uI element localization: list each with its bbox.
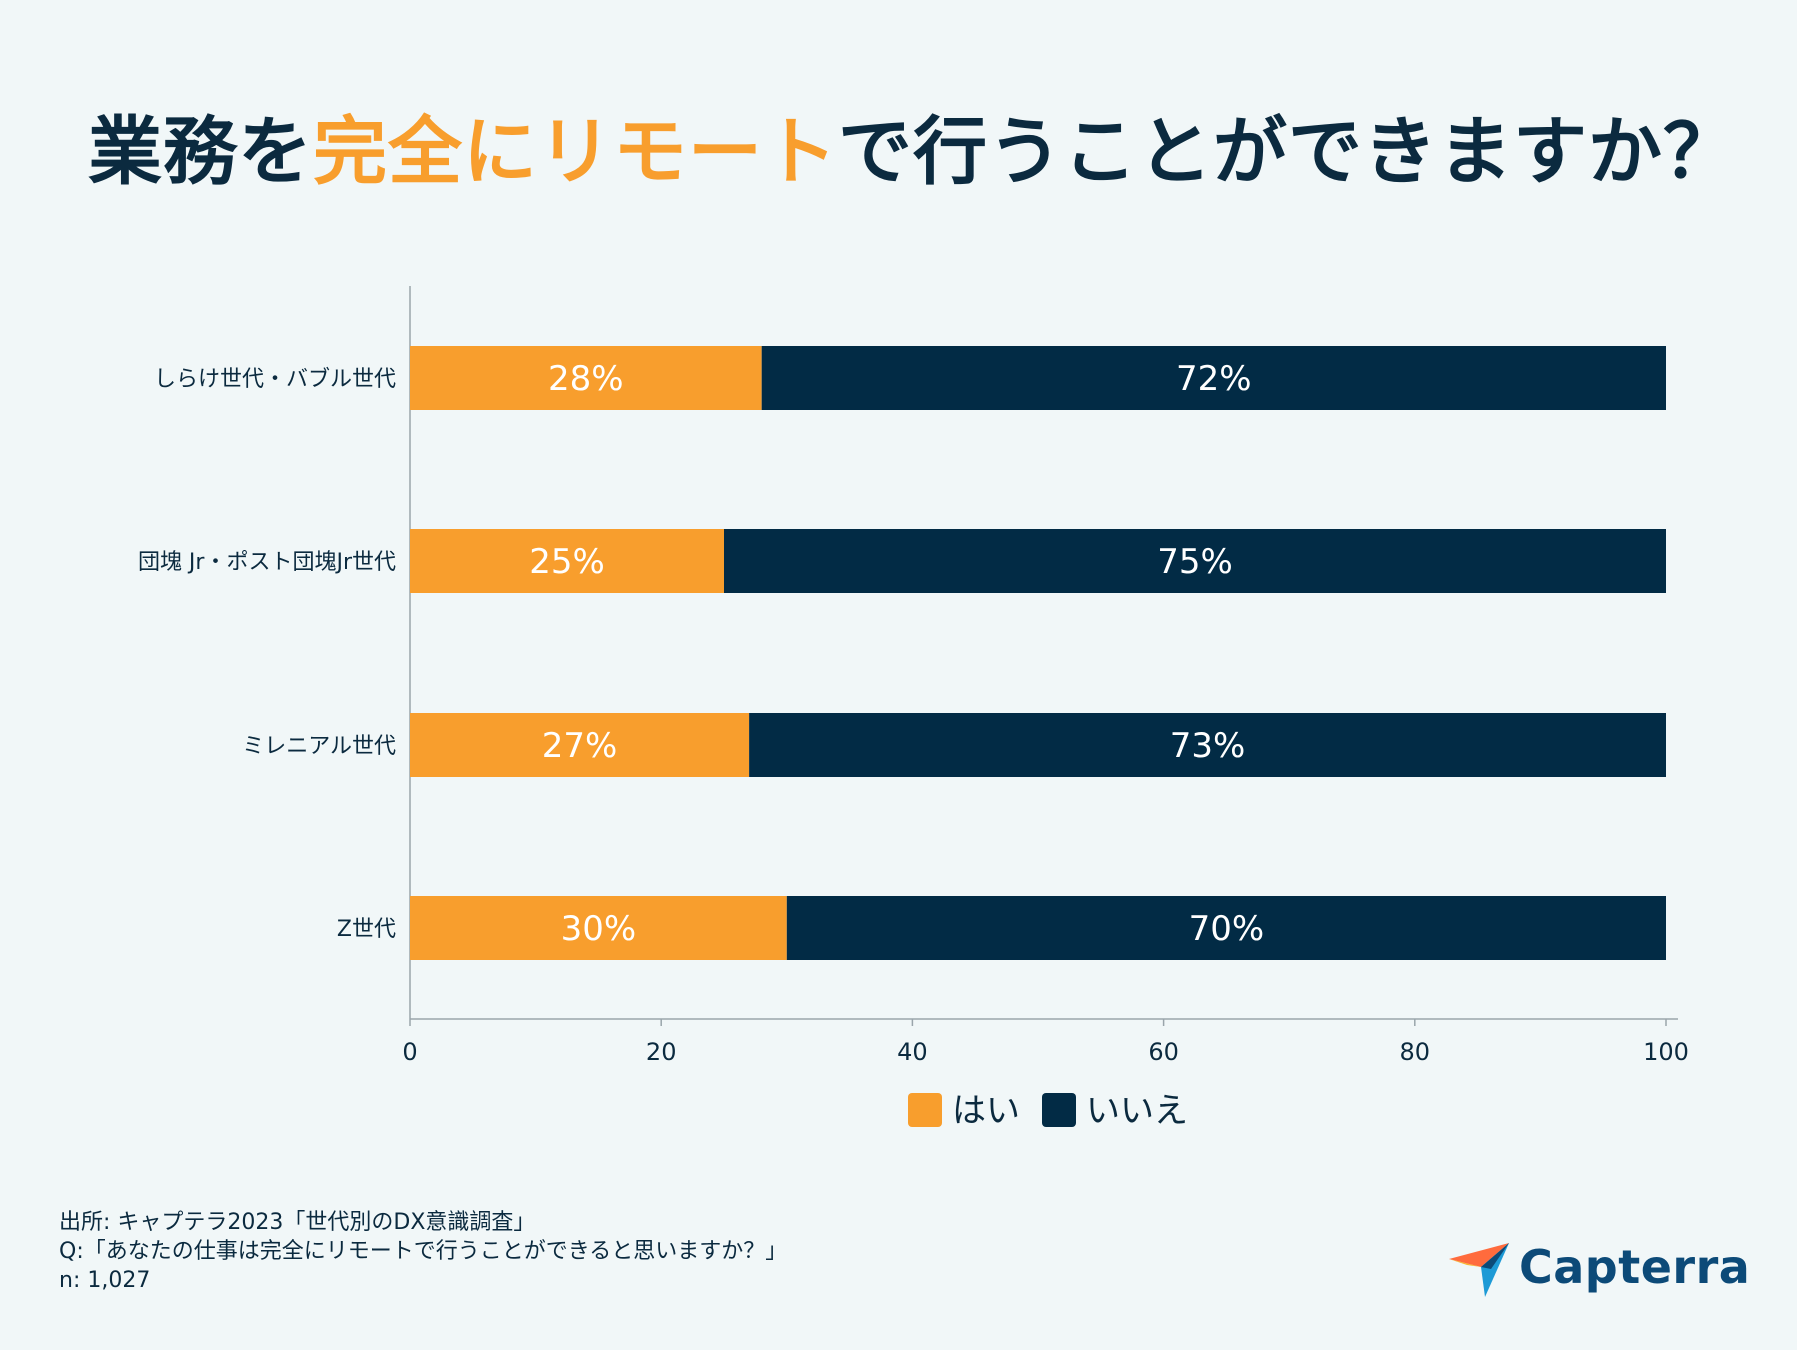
bar-yes xyxy=(410,529,724,593)
source-note: 出所: キャプテラ2023「世代別のDX意識調査」 xyxy=(59,1210,536,1235)
data-label: 28% xyxy=(548,359,624,399)
category-label: 団塊 Jr・ポスト団塊Jr世代 xyxy=(138,550,396,575)
data-label: 27% xyxy=(542,726,618,766)
capterra-logo: Capterra xyxy=(1447,1235,1750,1299)
title-part2: で行うことができますか？ xyxy=(838,109,1738,195)
sample-size-note: n: 1,027 xyxy=(59,1268,151,1293)
logo-text: Capterra xyxy=(1519,1240,1751,1294)
category-label: ミレニアル世代 xyxy=(242,734,396,759)
legend-swatch-no xyxy=(1042,1093,1076,1127)
x-tick-label: 60 xyxy=(1148,1038,1179,1066)
footer-notes: 出所: キャプテラ2023「世代別のDX意識調査」 Q:「あなたの仕事は完全にリ… xyxy=(59,1208,787,1295)
x-tick-label: 20 xyxy=(646,1038,677,1066)
data-label: 75% xyxy=(1157,542,1233,582)
data-label: 72% xyxy=(1176,359,1252,399)
x-tick-label: 100 xyxy=(1643,1038,1689,1066)
chart-title: 業務を完全にリモートで行うことができますか？ xyxy=(88,92,1738,199)
question-note: Q:「あなたの仕事は完全にリモートで行うことができると思いますか？」 xyxy=(59,1239,788,1264)
bar-yes xyxy=(410,346,762,410)
bar-no xyxy=(749,713,1666,777)
data-label: 70% xyxy=(1189,909,1265,949)
capterra-arrow-icon xyxy=(1449,1243,1509,1297)
bar-yes xyxy=(410,896,787,960)
title-accent: 完全にリモート xyxy=(313,109,838,195)
stacked-bar-chart: 0 20 40 60 80 100 しらけ世代・バブル世代 28% 72% 団塊 Jr・ポスト団塊… xyxy=(138,286,1689,1131)
bar-no xyxy=(761,346,1666,410)
bar-yes xyxy=(410,713,750,777)
legend-label: いいえ xyxy=(1086,1091,1188,1131)
legend-swatch-yes xyxy=(908,1093,942,1127)
bar-no xyxy=(724,529,1666,593)
data-label: 73% xyxy=(1170,726,1246,766)
bar-no xyxy=(786,896,1666,960)
data-label: 30% xyxy=(561,909,637,949)
category-label: Z世代 xyxy=(337,917,396,942)
x-tick-label: 0 xyxy=(402,1038,417,1066)
x-tick-label: 40 xyxy=(897,1038,928,1066)
title-part1: 業務を xyxy=(88,109,313,195)
category-label: しらけ世代・バブル世代 xyxy=(154,367,396,392)
legend-label: はい xyxy=(952,1091,1020,1131)
data-label: 25% xyxy=(529,542,605,582)
x-tick-label: 80 xyxy=(1400,1038,1431,1066)
